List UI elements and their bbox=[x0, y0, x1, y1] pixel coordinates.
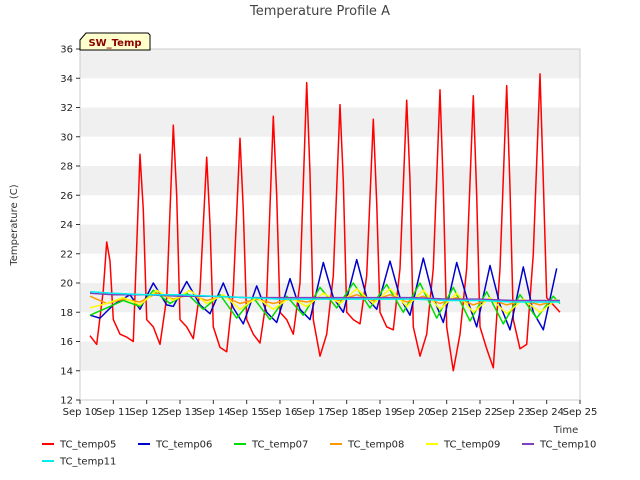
grid-band bbox=[80, 136, 580, 166]
legend-label: TC_temp08 bbox=[347, 440, 404, 451]
grid-band bbox=[80, 49, 580, 79]
x-tick-label: Sep 12 bbox=[129, 407, 164, 418]
x-tick-label: Sep 15 bbox=[229, 407, 264, 418]
legend-label: TC_temp11 bbox=[59, 457, 116, 468]
x-tick-label: Sep 10 bbox=[63, 407, 98, 418]
grid-band bbox=[80, 224, 580, 254]
grid-band bbox=[80, 107, 580, 137]
badge-label: SW_Temp bbox=[88, 38, 141, 49]
x-tick-label: Sep 18 bbox=[329, 407, 364, 418]
y-tick-label: 12 bbox=[60, 396, 73, 407]
legend-label: TC_temp05 bbox=[59, 440, 116, 451]
y-axis-label: Temperature (C) bbox=[9, 184, 20, 266]
y-tick-label: 20 bbox=[60, 279, 73, 290]
y-axis-ticks: 12 14 16 18 20 22 24 26 28 30 32 34 36 bbox=[60, 45, 80, 407]
grid-band bbox=[80, 78, 580, 108]
grid-band bbox=[80, 253, 580, 283]
x-tick-label: Sep 25 bbox=[563, 407, 598, 418]
x-tick-label: Sep 19 bbox=[363, 407, 398, 418]
legend-label: TC_temp07 bbox=[251, 440, 308, 451]
y-tick-label: 14 bbox=[60, 366, 73, 377]
grid-band bbox=[80, 370, 580, 400]
x-tick-label: Sep 21 bbox=[429, 407, 464, 418]
x-tick-label: Sep 23 bbox=[496, 407, 531, 418]
badge-shape bbox=[79, 32, 151, 51]
series-line-TC_temp06 bbox=[89, 257, 558, 331]
y-tick-label: 18 bbox=[60, 308, 73, 319]
chart-title: Temperature Profile A bbox=[249, 4, 390, 19]
sw-temp-badge: SW_Temp bbox=[79, 32, 151, 51]
x-tick-label: Sep 22 bbox=[463, 407, 498, 418]
y-tick-label: 22 bbox=[60, 249, 73, 260]
y-tick-label: 30 bbox=[60, 132, 73, 143]
y-tick-label: 34 bbox=[60, 74, 73, 85]
grid-band bbox=[80, 166, 580, 196]
grid-bands bbox=[80, 49, 580, 400]
legend-label: TC_temp10 bbox=[539, 440, 596, 451]
y-tick-label: 28 bbox=[60, 162, 73, 173]
grid-band bbox=[80, 195, 580, 225]
y-tick-label: 26 bbox=[60, 191, 73, 202]
series-line-TC_temp11 bbox=[89, 291, 560, 303]
legend: TC_temp05 TC_temp06 TC_temp07 TC_temp08 TC_t… bbox=[42, 440, 596, 468]
x-tick-label: Sep 24 bbox=[529, 407, 564, 418]
series-line-TC_temp09 bbox=[89, 288, 558, 315]
y-tick-label: 16 bbox=[60, 337, 73, 348]
x-tick-label: Sep 16 bbox=[263, 407, 298, 418]
y-tick-label: 36 bbox=[60, 45, 73, 56]
legend-label: TC_temp06 bbox=[155, 440, 212, 451]
x-tick-label: Sep 11 bbox=[96, 407, 131, 418]
grid-band bbox=[80, 341, 580, 371]
x-tick-label: Sep 14 bbox=[196, 407, 231, 418]
legend-label: TC_temp09 bbox=[443, 440, 500, 451]
x-tick-label: Sep 13 bbox=[163, 407, 198, 418]
x-tick-label: Sep 20 bbox=[396, 407, 431, 418]
y-tick-label: 32 bbox=[60, 103, 73, 114]
series-layer bbox=[89, 73, 561, 372]
y-tick-label: 24 bbox=[60, 220, 73, 231]
x-tick-label: Sep 17 bbox=[296, 407, 331, 418]
x-axis-label: Time bbox=[553, 425, 578, 436]
